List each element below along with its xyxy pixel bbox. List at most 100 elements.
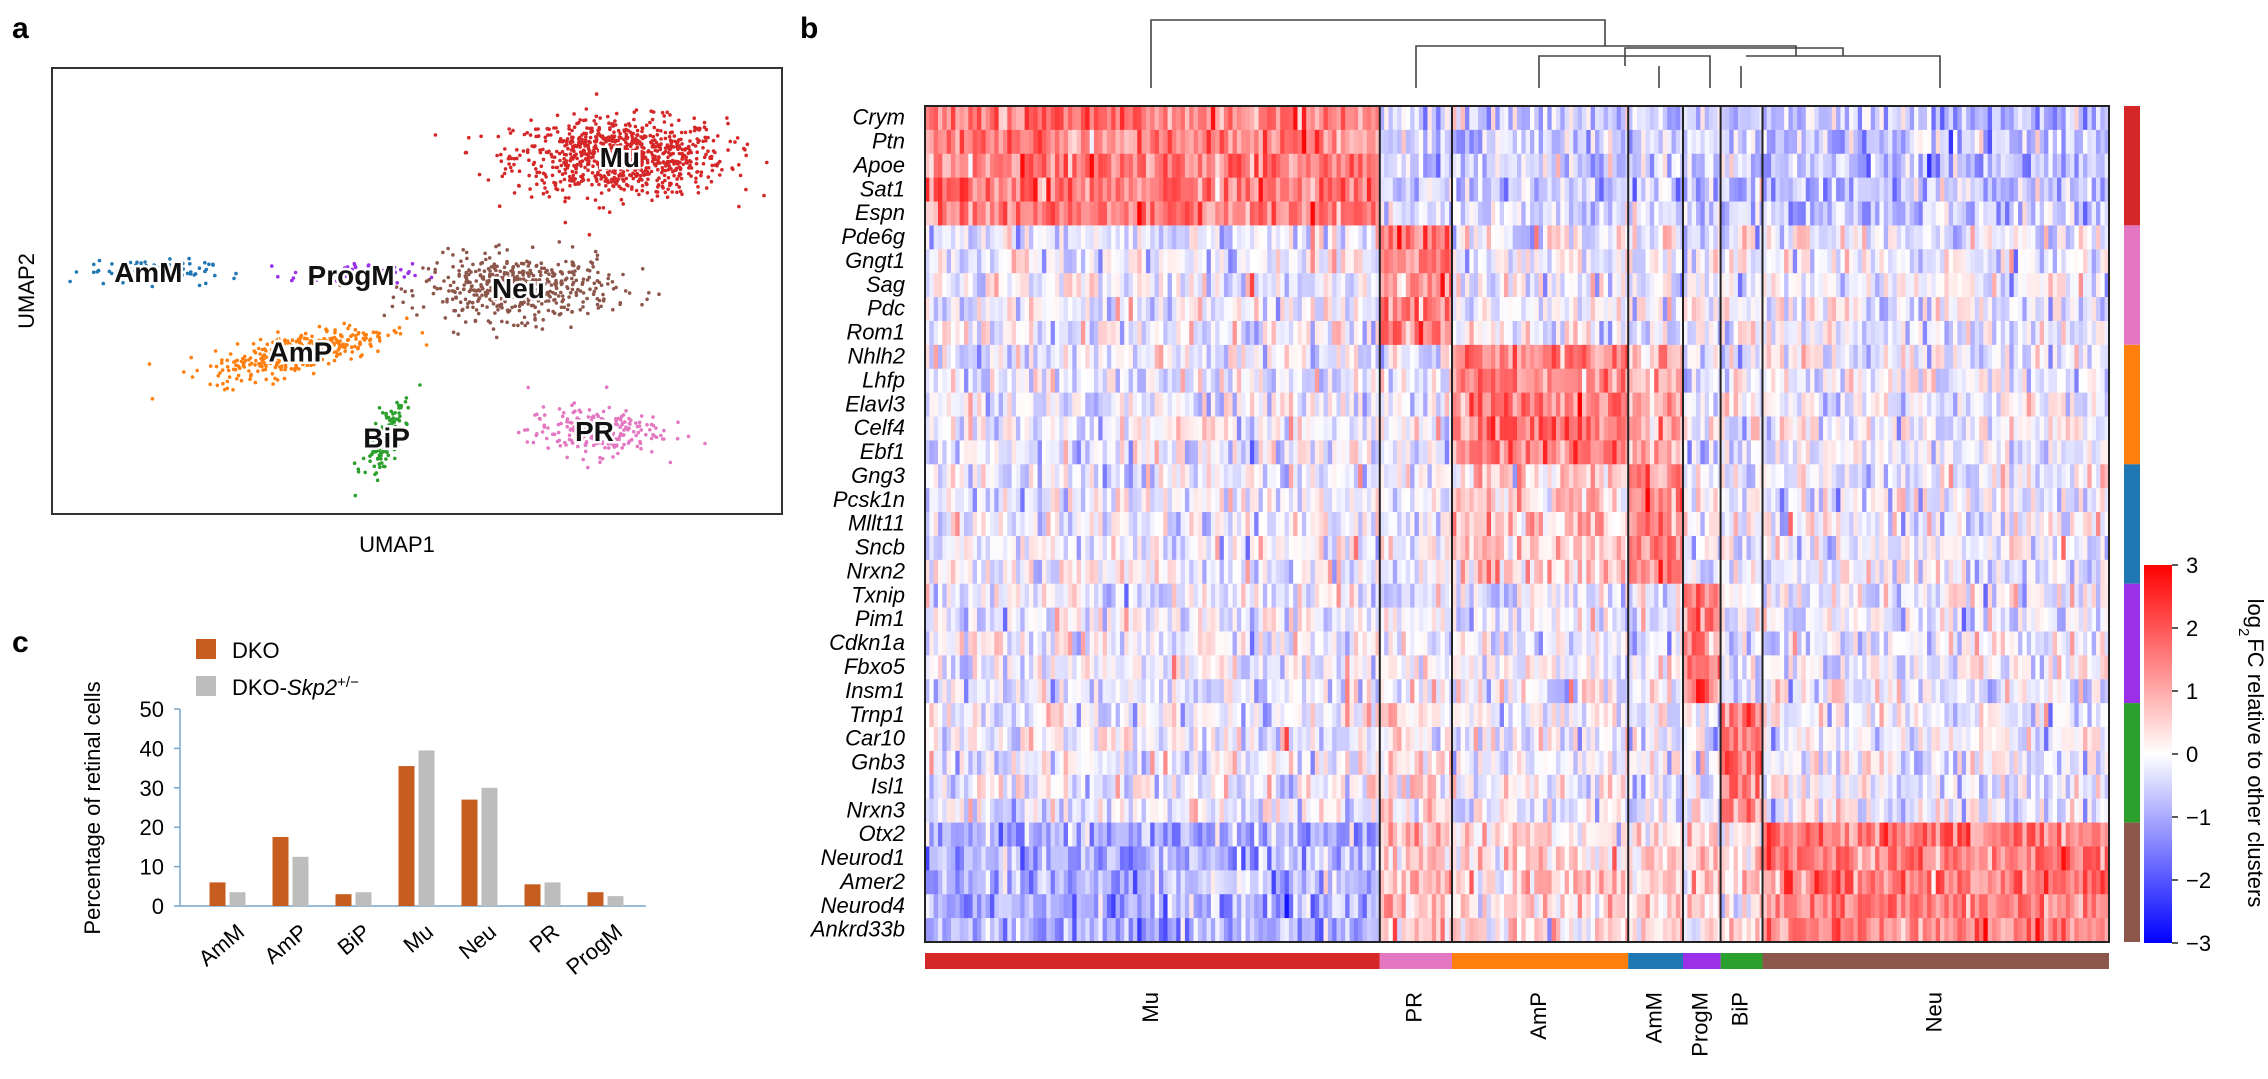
heat-cell [1155, 297, 1160, 321]
heat-cell [1957, 106, 1962, 130]
heat-cell [2083, 202, 2088, 226]
heat-cell [1784, 130, 1789, 154]
umap-point [602, 206, 606, 210]
umap-point [569, 156, 573, 160]
umap-point [276, 275, 280, 279]
heat-cell [1237, 297, 1242, 321]
heat-cell [1725, 225, 1730, 249]
heat-cell [1953, 106, 1958, 130]
heat-cell [994, 154, 999, 178]
heat-cell [2083, 249, 2088, 273]
umap-point [533, 317, 537, 321]
heat-cell [1033, 202, 1038, 226]
heat-cell [1500, 273, 1505, 297]
umap-point [565, 143, 569, 147]
heat-cell [1862, 202, 1867, 226]
heat-cell [1949, 106, 1954, 130]
umap-point [554, 187, 558, 191]
heat-cell [1254, 273, 1259, 297]
heat-cell [938, 273, 943, 297]
umap-point [697, 191, 701, 195]
heat-cell [951, 225, 956, 249]
heat-cell [1038, 273, 1043, 297]
heat-cell [1250, 178, 1255, 202]
heat-cell [1469, 273, 1474, 297]
heat-cell [1293, 154, 1298, 178]
heat-cell [1280, 106, 1285, 130]
heat-cell [1495, 273, 1500, 297]
heat-cell [1033, 130, 1038, 154]
heat-cell [2048, 106, 2053, 130]
heat-cell [1077, 321, 1082, 345]
heat-cell [1478, 178, 1483, 202]
heat-cell [1311, 273, 1316, 297]
heat-cell [1608, 249, 1613, 273]
umap-point [446, 247, 450, 251]
heat-cell [1988, 178, 1993, 202]
heat-cell [1988, 273, 1993, 297]
heat-cell [1940, 273, 1945, 297]
heat-cell [1667, 273, 1672, 297]
umap-point [339, 352, 343, 356]
umap-point [659, 129, 663, 133]
heat-cell [2066, 106, 2071, 130]
umap-point [554, 184, 558, 188]
umap-point [612, 176, 616, 180]
heat-cell [1306, 202, 1311, 226]
heat-cell [1354, 273, 1359, 297]
heat-cell [1595, 178, 1600, 202]
umap-frame [52, 68, 782, 514]
heat-cell [1337, 202, 1342, 226]
umap-point [404, 400, 408, 404]
heat-cell [2001, 130, 2006, 154]
heat-cell [1996, 225, 2001, 249]
umap-point [664, 131, 668, 135]
umap-point [535, 434, 539, 438]
heat-cell [2027, 178, 2032, 202]
heat-cell [1940, 154, 1945, 178]
heat-cell [1663, 321, 1668, 345]
umap-point [663, 179, 667, 183]
heat-cell [1474, 106, 1479, 130]
heat-cell [1363, 297, 1368, 321]
heat-cell [1427, 273, 1432, 297]
heat-cell [1315, 297, 1320, 321]
heat-cell [1936, 154, 1941, 178]
umap-point [584, 450, 588, 454]
heat-cell [1793, 297, 1798, 321]
heat-cell [1142, 297, 1147, 321]
umap-point [581, 159, 585, 163]
heat-cell [1020, 130, 1025, 154]
heat-cell [1185, 202, 1190, 226]
heat-cell [1595, 273, 1600, 297]
heat-cell [2066, 249, 2071, 273]
umap-point [703, 121, 707, 125]
heat-cell [1163, 297, 1168, 321]
umap-point [638, 177, 642, 181]
heat-cell [1211, 249, 1216, 273]
heat-cell [1388, 178, 1393, 202]
umap-point [283, 368, 287, 372]
heat-cell [1068, 321, 1073, 345]
heat-cell [1944, 202, 1949, 226]
umap-point [654, 145, 658, 149]
heat-cell [1823, 273, 1828, 297]
heat-cell [1560, 249, 1565, 273]
heat-cell [1103, 154, 1108, 178]
heat-cell [1931, 249, 1936, 273]
heat-cell [2022, 154, 2027, 178]
heat-cell [1508, 249, 1513, 273]
heat-cell [2057, 225, 2062, 249]
heat-cell [1414, 154, 1419, 178]
heat-cell [1129, 249, 1134, 273]
heat-cell [1129, 106, 1134, 130]
heat-cell [986, 249, 991, 273]
heat-cell [1734, 297, 1739, 321]
heat-cell [1729, 273, 1734, 297]
heat-cell [1586, 249, 1591, 273]
heat-cell [1884, 202, 1889, 226]
umap-point [214, 349, 218, 353]
heat-cell [1025, 202, 1030, 226]
heat-cell [1687, 106, 1692, 130]
umap-label-amm: AmM [114, 257, 182, 288]
